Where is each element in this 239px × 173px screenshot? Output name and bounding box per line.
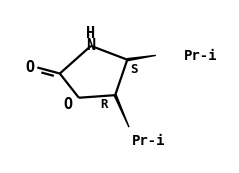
- Text: N: N: [86, 38, 96, 53]
- Polygon shape: [114, 95, 129, 127]
- Polygon shape: [127, 55, 156, 61]
- Text: O: O: [26, 60, 35, 75]
- Text: Pr-i: Pr-i: [132, 134, 166, 148]
- Text: H: H: [86, 26, 96, 41]
- Text: R: R: [100, 98, 108, 111]
- Text: Pr-i: Pr-i: [184, 49, 217, 63]
- Text: S: S: [130, 63, 138, 76]
- Text: O: O: [63, 97, 72, 112]
